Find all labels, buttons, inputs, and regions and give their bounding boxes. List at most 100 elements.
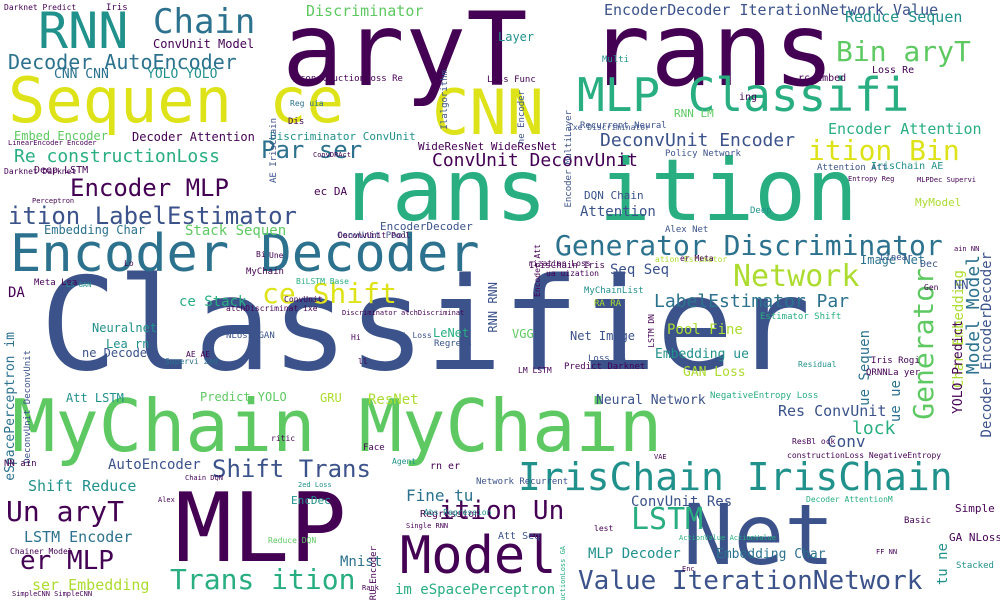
cloud-word: Dis	[288, 117, 305, 127]
cloud-word: lock	[852, 418, 896, 439]
cloud-word: MyModel	[915, 196, 962, 209]
cloud-word: Sequen ce	[8, 64, 344, 137]
cloud-word: Res ConvUnit	[778, 402, 887, 420]
cloud-word: Fine tu	[406, 486, 474, 505]
cloud-word: FF NN	[876, 548, 898, 556]
cloud-word: LSTM Encoder	[24, 528, 133, 546]
cloud-word: Network Recurrent	[476, 477, 569, 487]
cloud-word: Regress	[434, 339, 472, 349]
cloud-word: ce Shift	[262, 277, 397, 310]
cloud-word: Meta Lea	[34, 278, 78, 288]
cloud-word: MLP Decoder	[588, 546, 681, 562]
cloud-word: Recurrent Neural	[580, 121, 667, 131]
cloud-word: Embedding Char	[716, 547, 826, 562]
cloud-word: Generator Discriminator	[555, 229, 943, 262]
cloud-word: 2ed Loss	[298, 481, 332, 489]
cloud-word: aryT rans	[282, 0, 835, 110]
cloud-word: ation Estimator	[655, 255, 728, 264]
cloud-word: Chainer Model	[10, 547, 73, 556]
cloud-word: RNN	[38, 2, 129, 60]
cloud-word: DQN Chain	[584, 189, 644, 202]
cloud-word: Neuralnet	[92, 321, 158, 335]
cloud-word: Single RNN	[406, 522, 449, 530]
cloud-word: IrisChain Iris	[529, 261, 605, 271]
cloud-word: MLPDec Supervi	[917, 176, 977, 184]
cloud-word: Lea rn	[106, 337, 150, 351]
cloud-word: NLoss GAN	[226, 331, 275, 341]
cloud-word: Loss Re	[872, 65, 915, 76]
cloud-word: ce Stack	[179, 294, 247, 310]
cloud-word: constructionLoss GA	[559, 546, 567, 600]
cloud-word: Conv	[827, 432, 866, 451]
cloud-word: Model	[400, 526, 557, 586]
cloud-word: Decoder Attention	[132, 130, 255, 144]
cloud-word: ll	[358, 357, 368, 366]
cloud-word: MLP	[175, 474, 347, 584]
cloud-word: ne Decoder	[82, 346, 155, 360]
cloud-word: Regression	[420, 509, 481, 520]
cloud-word: Chain	[153, 2, 256, 42]
cloud-word: Rank	[362, 584, 379, 592]
cloud-word: Darknet Darknet	[4, 167, 77, 176]
cloud-word: Mnist	[340, 554, 383, 570]
cloud-word: ConvDRAct	[313, 151, 351, 159]
cloud-word: ResBl ock	[792, 437, 836, 446]
cloud-word: QRNNLa yer	[866, 368, 921, 378]
cloud-word: GRU	[320, 391, 342, 405]
cloud-word: Encoder Decoder	[10, 224, 480, 284]
cloud-word: Un aryT	[6, 495, 125, 528]
cloud-word: NegativeEntropy Loss	[710, 391, 819, 401]
cloud-word: Attention Att	[817, 163, 888, 173]
cloud-word: Reduce Sequen	[845, 8, 963, 26]
cloud-word: Predict YOLO	[200, 390, 287, 404]
cloud-word: Reduce DQN	[268, 536, 317, 545]
cloud-word: Encoder MultiLayer	[564, 110, 574, 208]
cloud-word: ConvUnit Model	[153, 37, 255, 51]
cloud-word: Classifier	[40, 251, 811, 400]
cloud-word: Layer	[498, 30, 535, 44]
cloud-word: im eSpacePerceptron	[395, 582, 556, 598]
cloud-word: Net	[683, 486, 835, 584]
cloud-word: Linear	[880, 253, 913, 263]
cloud-word: Iris	[106, 3, 128, 13]
cloud-word: Embedding ue	[655, 347, 749, 362]
cloud-word: Par ser	[261, 136, 363, 164]
cloud-word: Iris Rogi	[871, 356, 920, 366]
cloud-word: Hi	[351, 333, 361, 342]
cloud-word: RNN RNN	[486, 282, 500, 333]
cloud-word: Re constructionLoss	[14, 146, 220, 167]
cloud-word: ition Bin	[808, 134, 960, 167]
cloud-word: EncDec	[291, 494, 331, 507]
cloud-word: Loss Func	[487, 75, 536, 85]
cloud-word: Dec	[920, 259, 939, 270]
cloud-word: Discriminator ConvUnit	[270, 130, 416, 143]
cloud-word: ne Encoder	[517, 90, 527, 145]
cloud-word: Shift Reduce	[28, 477, 137, 495]
cloud-word: Reg uia	[290, 99, 324, 108]
cloud-word: Network	[733, 259, 860, 294]
cloud-word: rc Embed	[798, 73, 847, 84]
cloud-word: EncoderDecoder	[380, 220, 473, 233]
cloud-word: Une	[269, 251, 284, 260]
cloud-word: CNN	[432, 76, 544, 149]
cloud-word: VAE	[654, 453, 667, 461]
cloud-word: Neural Network	[596, 393, 706, 408]
cloud-word: ue ue	[888, 380, 904, 423]
cloud-word: Deep LSTM	[34, 165, 89, 176]
cloud-word: ConvUnit Res	[631, 494, 733, 510]
cloud-word: DA	[8, 285, 25, 301]
cloud-word: Seq Seq	[610, 262, 670, 278]
cloud-word: RNN LM	[674, 107, 714, 120]
cloud-word: LS GAN	[66, 281, 92, 289]
cloud-word: AE IrisChain	[269, 118, 279, 184]
cloud-word: ser Embedding	[32, 576, 150, 594]
cloud-word: NN ain	[4, 459, 37, 469]
cloud-word: Supervi zed	[165, 357, 218, 366]
cloud-word: Chain DQN	[185, 474, 223, 482]
cloud-word: KL Loss	[398, 331, 432, 340]
cloud-word: Agent	[392, 457, 417, 466]
cloud-word: YOLO YOLO	[147, 67, 218, 82]
cloud-word: Gen	[924, 283, 939, 292]
cloud-word: constructionLoss NegativeEntropy	[787, 451, 942, 460]
cloud-word: CNN CNN	[54, 67, 109, 82]
